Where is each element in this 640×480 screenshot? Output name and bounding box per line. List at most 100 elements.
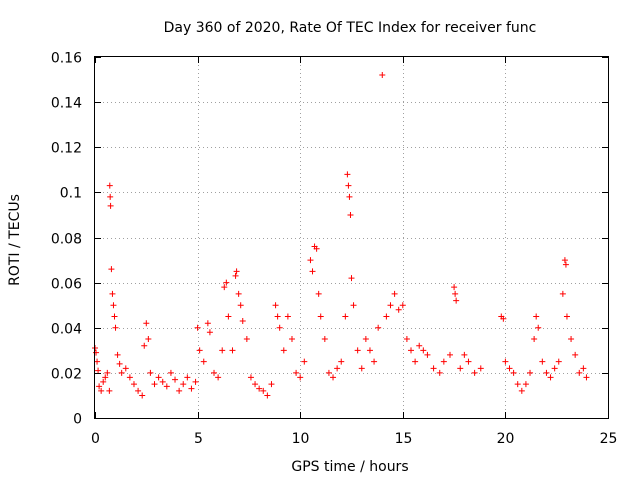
grid-lines — [95, 57, 608, 418]
data-point — [107, 193, 114, 200]
y-tick-label: 0.06 — [51, 277, 82, 293]
data-point — [315, 290, 322, 297]
y-tick-label: 0.14 — [51, 96, 82, 112]
data-point — [362, 336, 369, 343]
y-tick-labels: 0 0.02 0.04 0.06 0.08 0.1 0.12 0.14 0.16 — [51, 51, 82, 428]
data-point — [106, 387, 113, 394]
data-point — [451, 284, 458, 291]
x-tick-label: 20 — [497, 431, 515, 447]
data-point — [347, 211, 354, 218]
data-point — [172, 376, 179, 383]
data-point — [346, 193, 353, 200]
data-point — [116, 360, 123, 367]
data-point — [568, 336, 575, 343]
plot-frame — [94, 56, 609, 419]
data-point — [391, 290, 398, 297]
data-point — [233, 268, 240, 275]
data-point — [167, 369, 174, 376]
data-point — [176, 387, 183, 394]
data-point — [457, 365, 464, 372]
data-point — [424, 351, 431, 358]
data-point — [180, 381, 187, 388]
data-point — [358, 365, 365, 372]
data-point — [408, 347, 415, 354]
data-point — [379, 72, 386, 79]
data-point — [239, 317, 246, 324]
data-point — [260, 387, 267, 394]
data-point — [225, 313, 232, 320]
data-point — [112, 324, 119, 331]
data-point — [247, 374, 254, 381]
data-point — [527, 369, 534, 376]
data-point — [465, 358, 472, 365]
data-point — [229, 347, 236, 354]
data-point — [268, 381, 275, 388]
data-point — [143, 320, 150, 327]
data-point — [274, 313, 281, 320]
data-point — [514, 381, 521, 388]
y-tick-label: 0 — [73, 412, 82, 428]
data-point — [126, 374, 133, 381]
data-point — [145, 336, 152, 343]
data-point — [219, 347, 226, 354]
data-point — [412, 358, 419, 365]
data-point — [155, 374, 162, 381]
data-point — [98, 387, 105, 394]
data-point — [572, 351, 579, 358]
data-point — [543, 369, 550, 376]
data-point — [555, 358, 562, 365]
data-point — [196, 347, 203, 354]
y-tick-label: 0.08 — [51, 232, 82, 248]
data-point — [114, 351, 121, 358]
data-point — [430, 365, 437, 372]
data-points — [92, 72, 590, 399]
data-point — [453, 297, 460, 304]
data-point — [580, 365, 587, 372]
data-point — [122, 365, 129, 372]
data-point — [297, 374, 304, 381]
data-point — [345, 182, 352, 189]
data-point — [284, 313, 291, 320]
data-point — [272, 302, 279, 309]
y-tick-label: 0.02 — [51, 367, 82, 383]
data-point — [510, 369, 517, 376]
data-point — [440, 358, 447, 365]
data-point — [561, 257, 568, 264]
data-point — [118, 369, 125, 376]
data-point — [383, 313, 390, 320]
y-axis-label: ROTI / TECUs — [7, 194, 23, 286]
data-point — [232, 272, 239, 279]
data-point — [551, 365, 558, 372]
data-point — [96, 383, 103, 390]
data-point — [452, 290, 459, 297]
data-point — [416, 342, 423, 349]
data-point — [325, 369, 332, 376]
data-point — [108, 266, 115, 273]
data-point — [366, 347, 373, 354]
data-point — [317, 313, 324, 320]
y-tick-label: 0.16 — [51, 51, 82, 67]
data-point — [403, 336, 410, 343]
data-point — [243, 336, 250, 343]
y-tick-label: 0.1 — [60, 186, 82, 202]
data-point — [252, 381, 259, 388]
data-point — [350, 302, 357, 309]
y-tick-label: 0.12 — [51, 141, 82, 157]
x-tick-label: 15 — [395, 431, 413, 447]
chart-title: Day 360 of 2020, Rate Of TEC Index for r… — [164, 20, 537, 36]
data-point — [583, 374, 590, 381]
data-point — [111, 313, 118, 320]
data-point — [192, 378, 199, 385]
x-tick-label: 0 — [91, 431, 100, 447]
data-point — [309, 268, 316, 275]
data-point — [307, 257, 314, 264]
data-point — [100, 378, 107, 385]
data-point — [280, 347, 287, 354]
data-point — [215, 374, 222, 381]
data-point — [211, 369, 218, 376]
data-point — [338, 358, 345, 365]
data-point — [522, 381, 529, 388]
data-point — [446, 351, 453, 358]
data-point — [107, 202, 114, 209]
